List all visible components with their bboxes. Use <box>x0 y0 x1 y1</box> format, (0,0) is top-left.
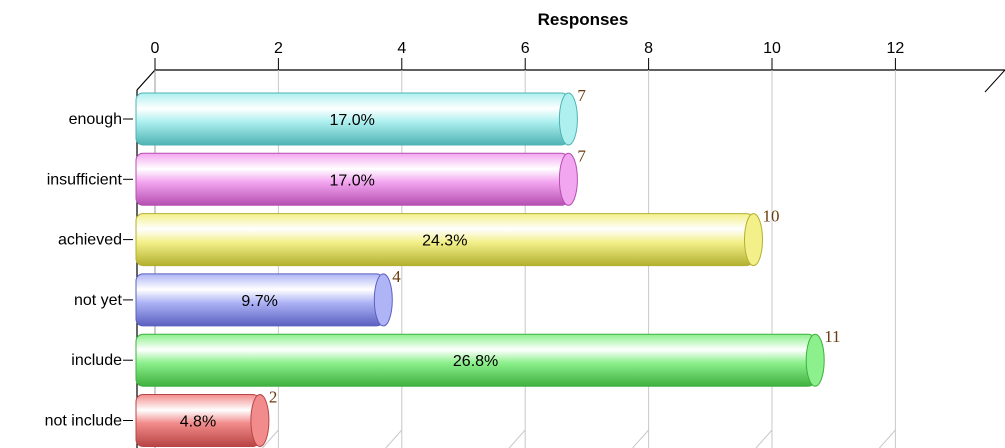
category-label-not-include: not include <box>45 413 122 430</box>
bar-not-include: 4.8% 2 <box>135 388 278 447</box>
grid-floor-2 <box>262 429 279 448</box>
bar-include: 26.8% 11 <box>135 327 841 387</box>
value-label-insufficient: 7 <box>577 146 586 165</box>
percent-label-enough: 17.0% <box>330 112 375 129</box>
percent-label-not-yet: 9.7% <box>241 293 277 310</box>
x-axis-ticks: 0 2 4 6 8 10 12 <box>151 40 905 70</box>
category-label-achieved: achieved <box>58 232 122 249</box>
x-axis-title: Responses <box>538 10 629 29</box>
bar-not-yet: 9.7% 4 <box>135 267 401 327</box>
value-label-not-include: 2 <box>269 388 278 407</box>
bar-cap-enough <box>558 92 578 146</box>
grid-floor-12 <box>879 429 896 448</box>
value-label-achieved: 10 <box>763 207 780 226</box>
grid-floor-4 <box>385 429 403 448</box>
x-tick-label-10: 10 <box>763 40 781 57</box>
grid-floor-6 <box>508 429 526 448</box>
x-tick-label-12: 12 <box>887 40 905 57</box>
bar-cap-not-yet <box>373 273 393 327</box>
x-tick-label-8: 8 <box>644 40 653 57</box>
x-tick-label-4: 4 <box>397 40 406 57</box>
category-label-insufficient: insufficient <box>47 171 123 188</box>
category-label-include: include <box>71 352 122 369</box>
bar-enough: 17.0% 7 <box>135 86 586 146</box>
bar-cap-not-include <box>250 394 270 447</box>
grid-floor-8 <box>632 429 649 448</box>
bars: 17.0% 7 17.0% 7 24.3% 10 9.7% 4 26.8% 11 4.8% 2 <box>135 86 841 447</box>
x-tick-label-2: 2 <box>274 40 283 57</box>
value-label-enough: 7 <box>577 86 586 105</box>
x-tick-label-6: 6 <box>521 40 530 57</box>
grid-floor-10 <box>755 429 773 448</box>
bar-insufficient: 17.0% 7 <box>135 146 586 206</box>
bar-cap-insufficient <box>558 152 578 206</box>
percent-label-achieved: 24.3% <box>422 233 467 250</box>
bar-cap-achieved <box>744 213 763 267</box>
plot-right-edge <box>984 69 1005 93</box>
category-labels: enough insufficient achieved not yet include… <box>45 111 133 430</box>
category-label-enough: enough <box>69 111 122 128</box>
percent-label-insufficient: 17.0% <box>330 172 375 189</box>
x-tick-label-0: 0 <box>151 40 160 57</box>
value-label-include: 11 <box>824 327 840 346</box>
plot-corner-edge <box>136 69 156 91</box>
bar-cap-include <box>805 333 825 387</box>
value-label-not-yet: 4 <box>392 267 401 286</box>
percent-label-include: 26.8% <box>453 353 498 370</box>
percent-label-not-include: 4.8% <box>180 414 216 431</box>
category-label-not-yet: not yet <box>74 292 123 309</box>
bar-achieved: 24.3% 10 <box>135 207 780 267</box>
